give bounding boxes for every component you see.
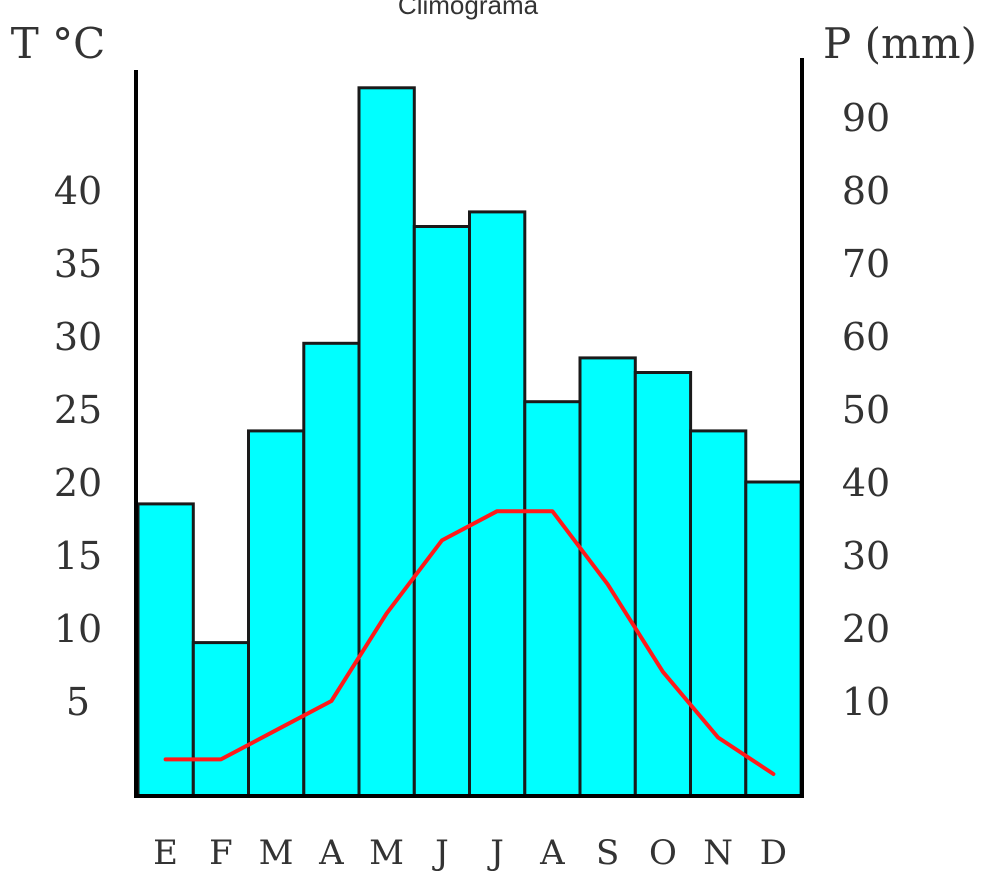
right-tick-label: 60 <box>842 315 890 359</box>
left-tick-label: 25 <box>54 388 102 432</box>
right-tick-labels: 10 20 30 40 50 60 70 80 90 <box>842 96 890 724</box>
right-tick-label: 90 <box>842 96 890 140</box>
month-tick-label: J <box>487 833 504 873</box>
precipitation-bar <box>412 225 472 798</box>
precipitation-bar <box>523 400 582 798</box>
month-tick-label: F <box>209 833 233 873</box>
month-tick-label: M <box>369 833 404 873</box>
right-tick-label: 50 <box>842 388 890 432</box>
month-tick-label: E <box>153 833 178 873</box>
month-tick-label: O <box>649 833 677 873</box>
month-tick-label: M <box>259 833 294 873</box>
precipitation-bar <box>136 502 195 798</box>
left-tick-label: 10 <box>54 607 102 651</box>
left-tick-label: 5 <box>66 680 90 724</box>
month-tick-label: S <box>596 833 619 873</box>
left-tick-label: 40 <box>54 169 102 213</box>
month-tick-label: A <box>318 833 344 873</box>
precipitation-bars <box>136 86 803 798</box>
month-tick-label: J <box>432 833 449 873</box>
month-tick-label: A <box>539 833 565 873</box>
temperature-line-group <box>163 509 776 776</box>
temperature-line <box>163 509 776 776</box>
left-tick-label: 15 <box>54 534 102 578</box>
left-tick-label: 35 <box>54 242 102 286</box>
precipitation-bar <box>689 429 748 798</box>
precipitation-bar <box>191 641 251 798</box>
precipitation-bar <box>578 356 637 798</box>
left-axis-label: T °C <box>11 19 106 68</box>
right-axis-label: P (mm) <box>823 19 977 68</box>
precipitation-bar <box>744 480 803 798</box>
right-tick-label: 30 <box>842 534 890 578</box>
right-tick-label: 40 <box>842 461 890 505</box>
chart-title: Climograma <box>398 0 539 20</box>
left-tick-labels: 5 10 15 20 25 30 35 40 <box>54 169 102 724</box>
precipitation-bar <box>468 210 527 798</box>
left-tick-label: 20 <box>54 461 102 505</box>
precipitation-bar <box>357 86 416 798</box>
precipitation-bar <box>302 341 361 798</box>
month-tick-label: N <box>703 833 733 873</box>
precipitation-bar <box>247 429 306 798</box>
left-tick-label: 30 <box>54 315 102 359</box>
axes <box>134 58 804 798</box>
right-tick-label: 10 <box>842 680 890 724</box>
month-tick-label: D <box>760 833 787 873</box>
right-tick-label: 70 <box>842 242 890 286</box>
right-tick-label: 80 <box>842 169 890 213</box>
precipitation-bar <box>633 371 693 798</box>
right-tick-label: 20 <box>842 607 890 651</box>
